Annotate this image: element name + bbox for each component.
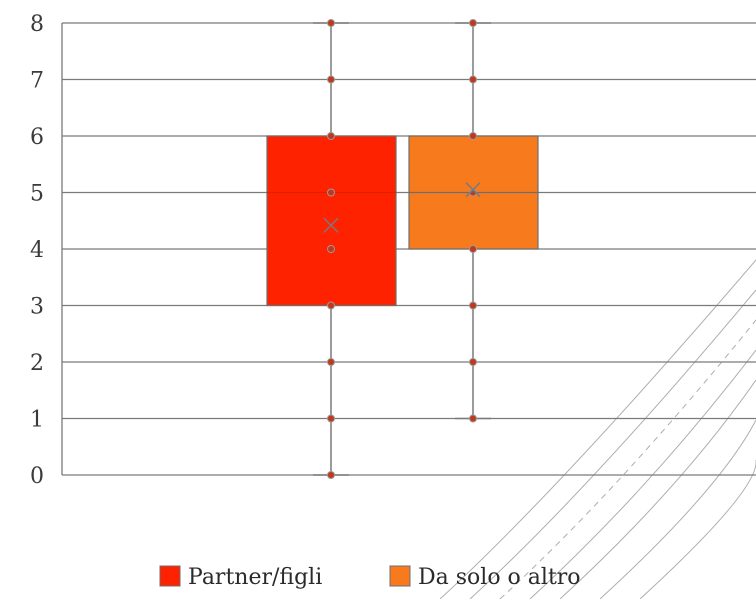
box-2 [408, 19, 539, 423]
legend-item-1: Partner/figli [159, 565, 322, 590]
y-tick-label: 5 [30, 182, 44, 207]
data-point [469, 245, 477, 253]
decorative-curves [439, 259, 756, 599]
data-point [327, 188, 335, 197]
decor-curve [469, 289, 756, 599]
box-iqr [266, 135, 397, 307]
decor-curve [529, 349, 756, 599]
y-tick-label: 7 [30, 69, 44, 94]
legend-swatch [389, 565, 411, 587]
data-point [327, 358, 335, 366]
data-point [327, 414, 335, 423]
data-point [469, 414, 477, 423]
data-point [469, 19, 477, 27]
legend-item-2: Da solo o altro [389, 565, 581, 590]
decor-curve [559, 379, 756, 599]
legend: Partner/figli Da solo o altro [159, 565, 581, 590]
decor-curve [639, 460, 756, 599]
mean-marker [323, 217, 339, 233]
data-point [327, 471, 335, 479]
boxes [266, 19, 539, 479]
data-point [327, 301, 335, 310]
y-tick-label: 1 [30, 408, 44, 433]
y-tick-label: 3 [30, 295, 44, 320]
data-point [469, 132, 477, 140]
data-point [327, 245, 335, 253]
data-point [469, 75, 477, 84]
data-point [469, 301, 477, 310]
y-tick-label: 6 [30, 125, 44, 150]
decor-curve [439, 259, 756, 599]
y-tick-label: 8 [30, 12, 44, 37]
data-point [469, 358, 477, 366]
mean-marker [465, 182, 481, 198]
y-tick-label: 2 [30, 351, 44, 376]
legend-label: Partner/figli [188, 565, 322, 590]
data-point [327, 19, 335, 27]
data-point [327, 75, 335, 84]
gridlines [62, 22, 756, 476]
decor-curve [599, 419, 756, 599]
legend-swatch [159, 565, 181, 587]
y-axis: 0 1 2 3 4 5 6 7 8 [30, 12, 63, 489]
y-tick-label: 0 [30, 464, 44, 489]
decor-curve [499, 319, 756, 599]
data-point [327, 132, 335, 140]
box-1 [266, 19, 397, 479]
y-tick-label: 4 [30, 238, 44, 263]
legend-label: Da solo o altro [418, 565, 581, 590]
